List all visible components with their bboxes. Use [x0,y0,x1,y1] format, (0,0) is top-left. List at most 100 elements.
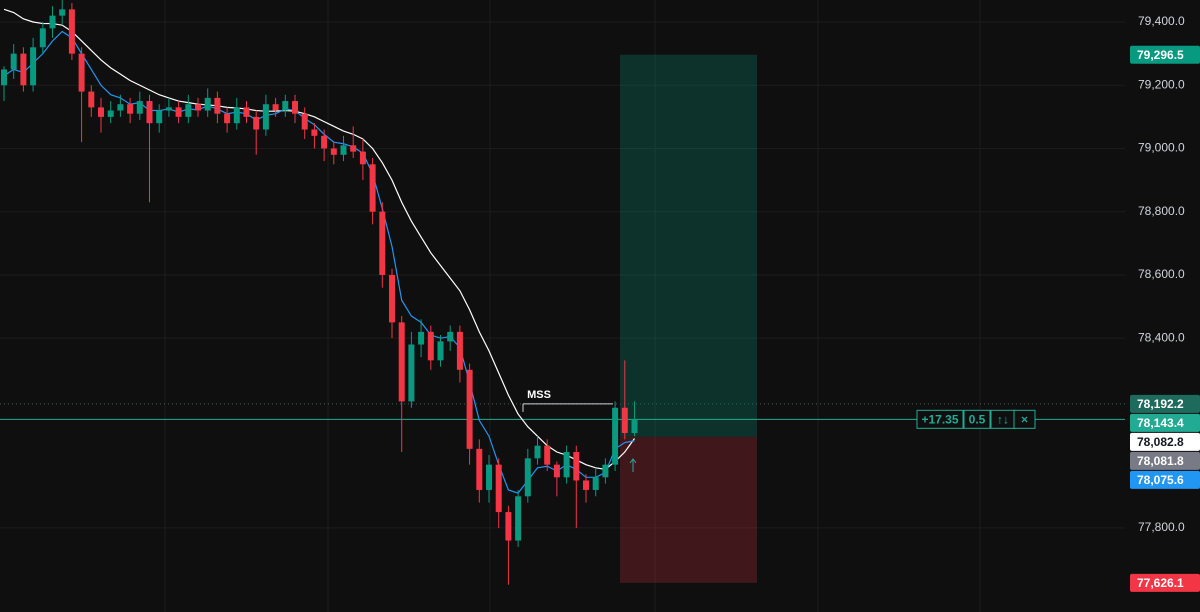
price-tag [1130,573,1200,592]
candle [369,157,376,225]
candle-body [156,110,163,124]
candle [486,455,492,503]
price-tag [1130,45,1200,64]
candle [39,22,46,54]
candle-body [495,464,502,513]
candle [340,135,347,162]
candle [68,3,75,60]
candle-body [243,107,250,117]
y-tick-label: 79,000.0 [1138,141,1185,155]
candle-body [78,53,85,92]
candle [243,101,250,124]
candle [592,467,599,497]
candle [136,91,143,121]
candle-body [224,113,231,124]
candle [185,94,192,124]
candle [59,0,66,26]
y-tick-label: 78,400.0 [1138,330,1185,344]
candle-body [292,101,298,114]
candle-body [466,369,473,449]
candle-body [427,331,434,361]
annotation: MSS [527,389,551,401]
candle [350,126,357,158]
candle [262,94,269,136]
widget-cell [963,409,991,429]
candle-body [68,9,75,54]
y-tick-label: 78,600.0 [1138,267,1185,281]
candle [418,319,425,358]
candle-body [311,129,318,136]
candle [408,331,415,408]
candle-body [398,322,405,402]
candle-body [20,53,27,86]
price-tag [1130,470,1200,489]
candle [621,360,628,440]
price-tag [1130,451,1200,470]
candle [505,505,512,585]
candle-body [505,512,512,541]
candle [437,335,444,367]
candle-body [359,151,366,165]
candle [146,94,153,203]
target-zone [620,54,757,437]
widget-text: +17.35 [921,412,958,426]
candle [563,445,570,484]
candle [233,97,240,130]
candle-body [524,458,531,497]
candle-body [631,419,638,434]
candle-body [321,135,328,149]
price-tag-label: 78,192.2 [1137,397,1184,411]
widget-text: × [1021,412,1028,426]
candle-body [49,15,56,29]
candle [107,101,114,124]
price-tag-label: 78,143.4 [1137,416,1184,430]
candle [495,458,502,528]
candle [78,47,85,143]
candle [292,94,298,124]
candle-body [486,464,492,490]
candle-body [165,107,172,111]
candle-body [563,452,570,478]
candle-body [127,104,134,114]
candle-body [39,28,46,48]
candle-body [369,164,376,212]
candle-body [553,464,560,478]
candle-body [30,47,37,86]
candle-body [301,113,308,130]
candle-body [136,101,143,114]
candle [447,325,454,351]
candle-body [253,116,260,130]
entry-arrow [629,458,637,472]
candle-body [272,104,279,111]
candle-body [195,104,201,111]
candle [175,101,182,124]
candle-body [515,496,522,541]
candle [427,325,434,370]
candle [224,107,231,133]
candle-body [107,110,114,117]
candle [49,6,56,38]
candle [311,123,318,149]
candle [573,445,580,528]
candle-body [117,104,124,111]
candle-body [10,53,17,70]
candle [30,37,37,92]
candle-body [583,480,589,490]
candle [583,474,589,503]
candle [195,97,201,117]
price-tag-label: 79,296.5 [1137,48,1184,62]
y-tick-label: 78,800.0 [1138,204,1185,218]
price-tag [1130,432,1200,451]
candle [379,202,386,288]
candle [1,66,7,102]
candle [359,138,366,181]
candle [612,401,619,471]
candle [466,363,473,465]
candle-body [379,211,386,275]
price-tag-label: 78,075.6 [1137,473,1184,487]
candle [127,97,134,124]
price-tag-label: 78,081.8 [1137,454,1184,468]
price-tag-label: 78,082.8 [1137,435,1184,449]
candle-body [389,274,395,323]
